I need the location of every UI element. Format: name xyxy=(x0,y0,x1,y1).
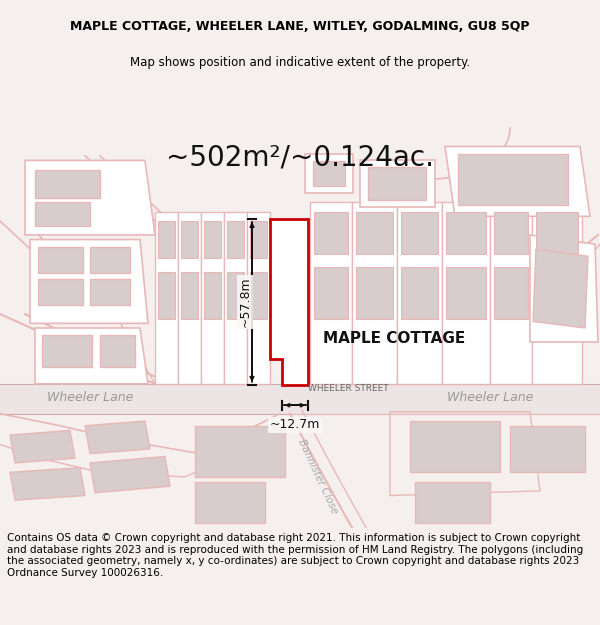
Polygon shape xyxy=(35,328,148,384)
Bar xyxy=(401,268,438,319)
Polygon shape xyxy=(90,456,170,493)
Bar xyxy=(442,202,490,384)
Bar xyxy=(401,212,438,254)
Text: ~12.7m: ~12.7m xyxy=(270,418,320,431)
Bar xyxy=(313,161,345,186)
Polygon shape xyxy=(85,421,150,454)
Bar xyxy=(352,202,397,384)
Bar xyxy=(204,272,221,319)
Bar xyxy=(494,268,528,319)
Bar xyxy=(158,272,175,319)
Bar xyxy=(181,272,198,319)
Text: ~502m²/~0.124ac.: ~502m²/~0.124ac. xyxy=(166,144,434,172)
Polygon shape xyxy=(35,170,100,198)
Bar xyxy=(158,221,175,258)
Bar xyxy=(314,268,348,319)
Text: Wheeler Lane: Wheeler Lane xyxy=(447,391,533,404)
Bar xyxy=(356,268,393,319)
Bar xyxy=(195,482,265,524)
Polygon shape xyxy=(445,146,590,216)
Bar xyxy=(490,202,532,384)
Bar xyxy=(201,212,224,384)
Bar xyxy=(90,279,130,305)
Bar xyxy=(250,221,267,258)
Bar xyxy=(181,221,198,258)
Bar xyxy=(224,212,247,384)
Text: Contains OS data © Crown copyright and database right 2021. This information is : Contains OS data © Crown copyright and d… xyxy=(7,533,583,578)
Bar xyxy=(356,212,393,254)
Bar xyxy=(368,167,426,199)
Bar xyxy=(155,212,178,384)
Polygon shape xyxy=(533,249,588,328)
Bar xyxy=(227,272,244,319)
Bar xyxy=(536,212,578,254)
Bar xyxy=(510,426,585,472)
Bar xyxy=(397,202,442,384)
Polygon shape xyxy=(270,219,308,385)
Text: MAPLE COTTAGE: MAPLE COTTAGE xyxy=(323,331,465,346)
Bar xyxy=(38,279,83,305)
Polygon shape xyxy=(10,431,75,463)
Bar xyxy=(415,482,490,524)
Bar xyxy=(446,268,486,319)
Bar xyxy=(178,212,201,384)
Bar xyxy=(250,272,267,319)
Bar xyxy=(227,221,244,258)
Bar xyxy=(410,421,500,472)
Bar xyxy=(0,384,600,414)
Bar xyxy=(90,247,130,273)
Bar xyxy=(247,212,270,384)
Bar xyxy=(100,334,135,367)
Polygon shape xyxy=(35,202,90,226)
Bar xyxy=(42,334,92,367)
Polygon shape xyxy=(530,235,598,342)
Bar xyxy=(446,212,486,254)
Text: MAPLE COTTAGE, WHEELER LANE, WITLEY, GODALMING, GU8 5QP: MAPLE COTTAGE, WHEELER LANE, WITLEY, GOD… xyxy=(70,20,530,33)
Bar xyxy=(532,202,582,384)
Bar xyxy=(305,154,353,193)
Text: ~57.8m: ~57.8m xyxy=(239,277,251,328)
Bar xyxy=(38,247,83,273)
Text: WHEELER STREET: WHEELER STREET xyxy=(308,384,389,393)
Polygon shape xyxy=(30,239,148,323)
Bar xyxy=(195,426,285,477)
Bar xyxy=(204,221,221,258)
Bar xyxy=(310,202,352,384)
Bar xyxy=(458,154,568,205)
Text: Wheeler Lane: Wheeler Lane xyxy=(47,391,133,404)
Text: Map shows position and indicative extent of the property.: Map shows position and indicative extent… xyxy=(130,56,470,69)
Text: Bannister Close: Bannister Close xyxy=(296,438,340,516)
Polygon shape xyxy=(25,161,155,235)
Bar xyxy=(536,268,578,319)
Polygon shape xyxy=(10,468,85,500)
Bar xyxy=(360,161,435,207)
Bar xyxy=(494,212,528,254)
Bar xyxy=(314,212,348,254)
